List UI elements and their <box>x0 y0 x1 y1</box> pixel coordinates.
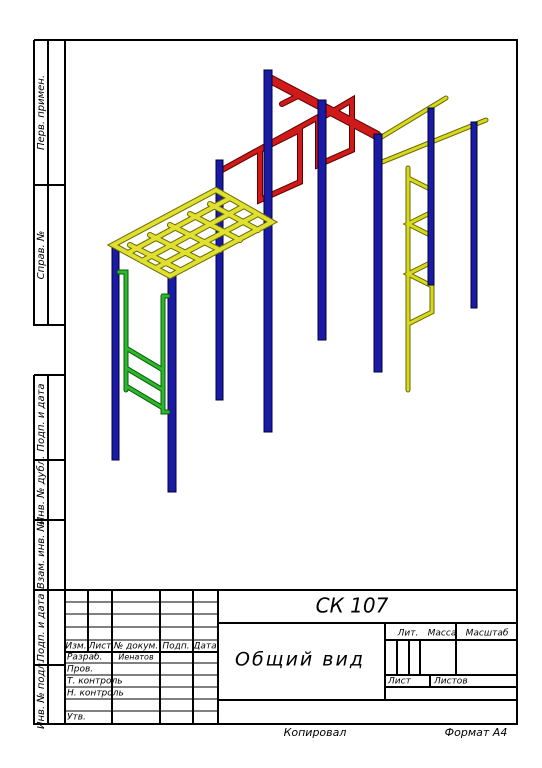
side-label: Перв. примен. <box>36 75 47 150</box>
header-label: № докум. <box>113 642 158 652</box>
copied-label: Копировал <box>284 726 347 739</box>
side-label: Взам. инв. № <box>36 521 47 589</box>
title-block-grid <box>65 589 517 724</box>
header-label: Подп. <box>162 642 189 652</box>
frame <box>64 39 518 725</box>
drawing-name: Общий вид <box>235 649 365 671</box>
sheets-label: Листов <box>433 677 468 687</box>
stage-header: Лит. <box>397 629 419 639</box>
side-label: Инв. № подл. <box>36 660 47 729</box>
format-label: Формат А4 <box>445 726 508 739</box>
role-label: Разраб. <box>67 653 102 663</box>
header-label: Лист <box>88 642 113 652</box>
role-label: Пров. <box>67 665 93 675</box>
role-label: Утв. <box>67 713 86 723</box>
equipment-drawing <box>106 69 489 493</box>
stage-header: Масса <box>428 629 457 639</box>
stage-header: Масштаб <box>466 629 509 639</box>
designation: СК 107 <box>316 594 389 618</box>
role-label: Т. контроль <box>67 677 123 687</box>
role-label: Н. контроль <box>67 689 124 699</box>
side-label: Инв. № дубл. <box>35 456 47 524</box>
header-label: Дата <box>192 642 216 652</box>
sheet-label: Лист <box>387 677 412 687</box>
side-label: Подп. и дата <box>36 593 47 661</box>
developer-name: Иенатов <box>118 653 154 662</box>
side-label: Справ. № <box>36 231 47 280</box>
side-strip <box>33 39 65 725</box>
side-label: Подп. и дата <box>36 383 47 451</box>
header-label: Изм. <box>65 642 86 652</box>
